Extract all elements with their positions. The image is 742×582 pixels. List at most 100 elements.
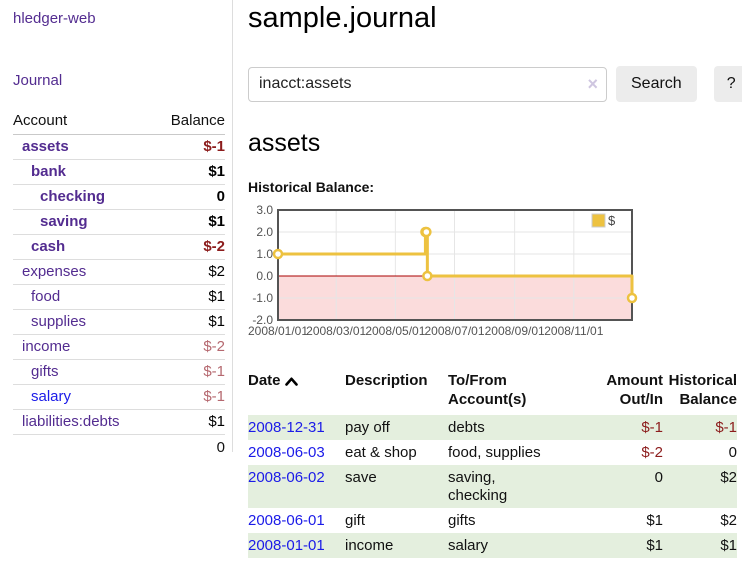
- account-balance: $-2: [153, 334, 225, 360]
- transaction-balance: 0: [728, 444, 737, 461]
- account-column-header: Account: [13, 110, 154, 135]
- svg-text:3.0: 3.0: [256, 203, 273, 217]
- transaction-date-link[interactable]: 2008-01-01: [248, 537, 325, 554]
- brand-link[interactable]: hledger-web: [13, 10, 96, 27]
- search-input[interactable]: [248, 66, 607, 102]
- sidebar: hledger-web Journal Account Balance asse…: [0, 0, 233, 461]
- account-link[interactable]: food: [31, 288, 61, 305]
- transaction-date-link[interactable]: 2008-06-01: [248, 512, 325, 529]
- account-balance: $-1: [153, 359, 225, 385]
- transaction-description: pay off: [345, 419, 390, 436]
- svg-text:2008/09/01: 2008/09/01: [485, 324, 545, 338]
- balance-column-header-reg: Historical Balance: [668, 372, 737, 408]
- chart-svg: $3.0 2.0 1.0 0.0 -1.0 -2.02008/01/012008/03/0…: [248, 203, 638, 338]
- account-link[interactable]: expenses: [22, 263, 87, 280]
- transaction-amount: $-2: [641, 444, 663, 461]
- transaction-description: income: [345, 537, 394, 554]
- register-table: Date Description To/From Account(s) Amou…: [248, 371, 737, 558]
- transaction-balance: $2: [720, 512, 737, 529]
- account-row: cash $-2: [13, 234, 225, 260]
- svg-text:2008/01/01: 2008/01/01: [248, 324, 308, 338]
- svg-text:2008/03/01: 2008/03/01: [306, 324, 366, 338]
- svg-text:$: $: [608, 213, 616, 228]
- account-row: checking 0: [13, 184, 225, 210]
- account-link[interactable]: income: [22, 338, 71, 355]
- transaction-description: gift: [345, 512, 366, 529]
- svg-text:2008/05/01: 2008/05/01: [365, 324, 425, 338]
- svg-text:2008/07/01: 2008/07/01: [424, 324, 484, 338]
- account-link[interactable]: cash: [31, 238, 66, 255]
- svg-text:0.0: 0.0: [256, 269, 273, 283]
- transaction-date-link[interactable]: 2008-06-02: [248, 469, 325, 486]
- account-balance: $1: [153, 284, 225, 310]
- transaction-balance: $1: [720, 537, 737, 554]
- transaction-accounts: gifts: [448, 512, 476, 529]
- account-balance: 0: [153, 184, 225, 210]
- svg-text:-2.0: -2.0: [252, 313, 273, 327]
- transaction-accounts: food, supplies: [448, 444, 541, 461]
- accounts-table: Account Balance assets $-1 bank $1 check…: [13, 110, 225, 461]
- transaction-balance: $-1: [715, 419, 737, 436]
- account-balance: $-2: [153, 234, 225, 260]
- account-link[interactable]: liabilities:debts: [22, 413, 120, 430]
- svg-text:1.0: 1.0: [256, 247, 273, 261]
- transaction-amount: 0: [654, 469, 663, 486]
- account-row: food $1: [13, 284, 225, 310]
- account-link[interactable]: checking: [40, 188, 106, 205]
- account-link[interactable]: saving: [40, 213, 88, 230]
- account-balance: $-1: [153, 134, 225, 160]
- account-heading: assets: [248, 129, 321, 157]
- transaction-date-link[interactable]: 2008-06-03: [248, 444, 325, 461]
- clear-search-icon[interactable]: ×: [587, 73, 598, 94]
- account-row: liabilities:debts $1: [13, 409, 225, 435]
- account-row: salary $-1: [13, 384, 225, 410]
- transaction-amount: $-1: [641, 419, 663, 436]
- svg-text:-1.0: -1.0: [252, 291, 273, 305]
- account-balance: $1: [153, 409, 225, 435]
- account-link[interactable]: salary: [31, 388, 72, 405]
- register-row: 2008-01-01 income salary $1 $1: [248, 533, 737, 558]
- accounts-table-header: Account Balance: [13, 110, 225, 135]
- transaction-accounts: debts: [448, 419, 485, 436]
- register-row: 2008-12-31 pay off debts $-1 $-1: [248, 415, 737, 440]
- transaction-accounts: salary: [448, 537, 489, 554]
- help-button[interactable]: ?: [713, 66, 742, 102]
- account-balance: $1: [153, 309, 225, 335]
- account-link[interactable]: supplies: [31, 313, 87, 330]
- account-row: supplies $1: [13, 309, 225, 335]
- account-link[interactable]: assets: [22, 138, 69, 155]
- hledger-web-app: hledger-web Journal Account Balance asse…: [0, 0, 742, 558]
- main-content: sample.journal × Search ? assets Histori…: [233, 0, 742, 558]
- transaction-amount: $1: [646, 512, 663, 529]
- page-title: sample.journal: [248, 2, 437, 34]
- account-row: saving $1: [13, 209, 225, 235]
- register-row: 2008-06-02 save saving, checking 0 $2: [248, 465, 737, 508]
- account-link[interactable]: gifts: [31, 363, 59, 380]
- balance-column-header: Balance: [153, 110, 225, 135]
- amount-column-header: Amount Out/In: [606, 372, 663, 408]
- transaction-amount: $1: [646, 537, 663, 554]
- register-row: 2008-06-01 gift gifts $1 $2: [248, 508, 737, 533]
- account-row: expenses $2: [13, 259, 225, 285]
- accounts-column-header: To/From Account(s): [448, 372, 527, 408]
- account-balance: $-1: [153, 384, 225, 410]
- account-row: assets $-1: [13, 134, 225, 160]
- account-link[interactable]: bank: [31, 163, 67, 180]
- accounts-total-value: 0: [153, 434, 225, 461]
- account-balance: $2: [153, 259, 225, 285]
- transaction-description: save: [345, 469, 377, 486]
- description-column-header: Description: [345, 372, 428, 389]
- account-balance: $1: [153, 209, 225, 235]
- search-button[interactable]: Search: [616, 66, 697, 102]
- historical-balance-chart: $3.0 2.0 1.0 0.0 -1.0 -2.0 2008/01/01 2008/03/0…: [248, 202, 727, 348]
- register-header-row: Date Description To/From Account(s) Amou…: [248, 371, 737, 415]
- transaction-accounts: saving, checking: [448, 469, 508, 504]
- date-column-header[interactable]: Date: [248, 371, 345, 415]
- svg-text:2008/11/01: 2008/11/01: [544, 324, 603, 338]
- chart-label: Historical Balance:: [248, 179, 375, 195]
- account-row: income $-2: [13, 334, 225, 360]
- sort-ascending-icon: [284, 373, 298, 390]
- sidebar-item-journal[interactable]: Journal: [13, 72, 63, 89]
- svg-text:2.0: 2.0: [256, 225, 273, 239]
- transaction-date-link[interactable]: 2008-12-31: [248, 419, 325, 436]
